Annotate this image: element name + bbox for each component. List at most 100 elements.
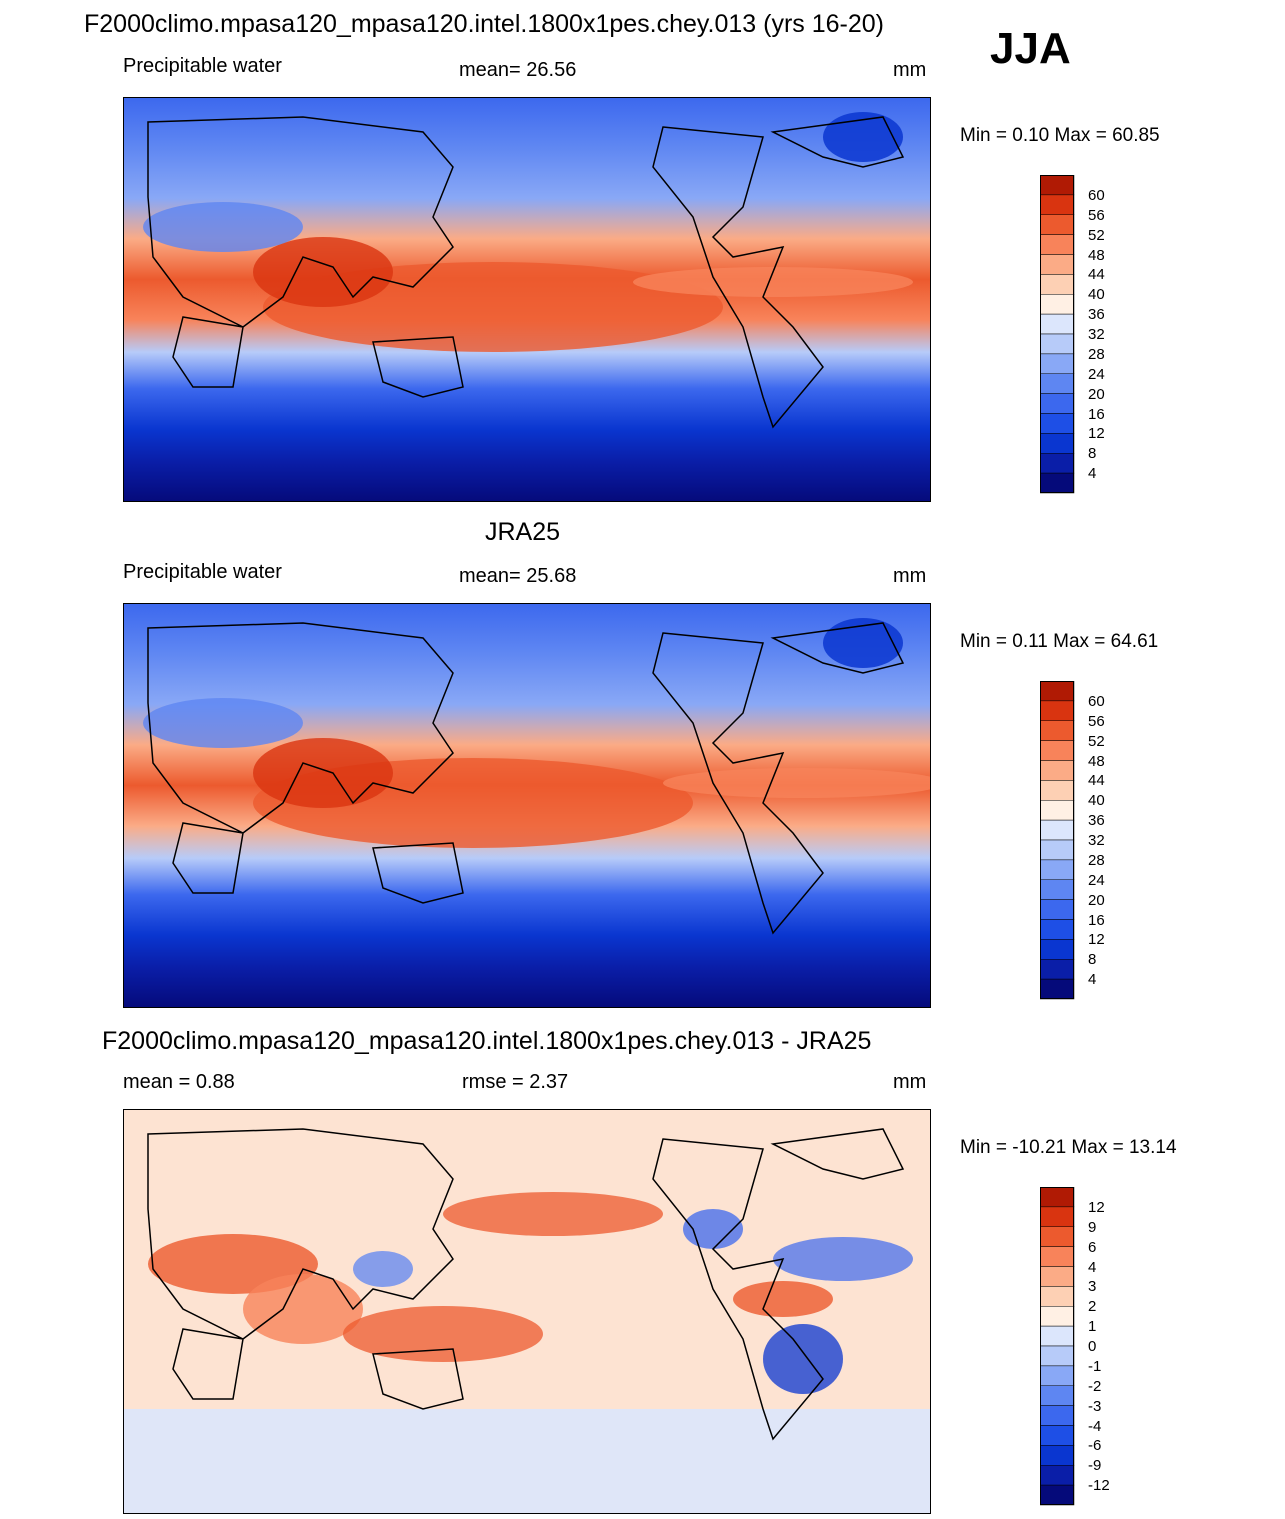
colorbar-tick-label: 40 (1088, 792, 1105, 810)
colorbar-tick-label: 9 (1088, 1218, 1097, 1236)
colorbar-tick-label: 16 (1088, 405, 1105, 423)
colorbar-box (1040, 1286, 1075, 1307)
panel-1-colorbar (1040, 175, 1075, 494)
colorbar-box (1040, 919, 1075, 940)
colorbar-box (1040, 1206, 1075, 1227)
colorbar-box (1040, 433, 1075, 454)
colorbar-tick-label: 8 (1088, 951, 1097, 969)
panel-2-title: JRA25 (485, 518, 561, 546)
colorbar-box (1040, 1385, 1075, 1406)
colorbar-box (1040, 1226, 1075, 1247)
panel-1-units: mm (893, 59, 927, 81)
colorbar-tick-label: 44 (1088, 772, 1105, 790)
colorbar-box (1040, 681, 1075, 702)
colorbar-tick-label: 20 (1088, 891, 1105, 909)
colorbar-box (1040, 1345, 1075, 1367)
panel-2-variable: Precipitable water (123, 561, 282, 583)
panel-3-colorbar-labels: -12 -9 -6 -4 -3 -2 -1 0 1 2 3 4 6 9 12 (1086, 1187, 1146, 1507)
colorbar-box (1040, 1187, 1075, 1208)
colorbar-tick-label: 60 (1088, 186, 1105, 204)
panel-3-nw-pacific-warm (443, 1192, 663, 1236)
colorbar-tick-label: 12 (1088, 425, 1105, 443)
panel-1-title: F2000climo.mpasa120_mpasa120.intel.1800x… (84, 10, 885, 38)
panel-2-mean: mean= 25.68 (459, 565, 577, 587)
colorbar-box (1040, 1484, 1075, 1506)
panel-3-atlantic-dry (773, 1237, 913, 1281)
colorbar-tick-label: 2 (1088, 1298, 1097, 1316)
panel-3-south-china-dry (353, 1251, 413, 1287)
panel-2-colorbar (1040, 681, 1075, 1000)
colorbar-tick-label: 48 (1088, 246, 1105, 264)
colorbar-box (1040, 353, 1075, 374)
colorbar-tick-label: -9 (1088, 1457, 1102, 1475)
colorbar-tick-label: 28 (1088, 851, 1105, 869)
colorbar-tick-label: 40 (1088, 286, 1105, 304)
colorbar-box (1040, 333, 1075, 355)
colorbar-box (1040, 472, 1075, 494)
colorbar-tick-label: -1 (1088, 1357, 1102, 1375)
colorbar-box (1040, 453, 1075, 474)
colorbar-tick-label: 6 (1088, 1238, 1097, 1256)
colorbar-box (1040, 780, 1075, 801)
panel-2-indian-monsoon (253, 738, 393, 808)
colorbar-tick-label: 60 (1088, 692, 1105, 710)
panel-3-rmse: rmse = 2.37 (462, 1071, 569, 1093)
colorbar-box (1040, 800, 1075, 821)
panel-2-greenland-dry (823, 618, 903, 668)
colorbar-box (1040, 859, 1075, 880)
colorbar-box (1040, 939, 1075, 960)
colorbar-box (1040, 1405, 1075, 1426)
colorbar-tick-label: 36 (1088, 306, 1105, 324)
panel-3-units: mm (893, 1071, 927, 1093)
colorbar-tick-label: 44 (1088, 266, 1105, 284)
colorbar-tick-label: 52 (1088, 226, 1105, 244)
colorbar-tick-label: 28 (1088, 345, 1105, 363)
panel-1-coastlines (147, 116, 905, 429)
colorbar-box (1040, 819, 1075, 841)
colorbar-tick-label: 4 (1088, 465, 1097, 483)
colorbar-tick-label: 8 (1088, 445, 1097, 463)
colorbar-box (1040, 1445, 1075, 1466)
colorbar-tick-label: 20 (1088, 385, 1105, 403)
colorbar-tick-label: 1 (1088, 1318, 1097, 1336)
colorbar-box (1040, 959, 1075, 980)
panel-1-itcz-east (633, 267, 913, 297)
colorbar-tick-label: 24 (1088, 365, 1105, 383)
colorbar-tick-label: 24 (1088, 871, 1105, 889)
panel-3-indonesia-warm (343, 1306, 543, 1362)
panel-1-greenland-dry (823, 112, 903, 162)
colorbar-box (1040, 254, 1075, 275)
panel-3-south-america-dry (763, 1324, 843, 1394)
colorbar-box (1040, 899, 1075, 920)
panel-1-variable: Precipitable water (123, 55, 282, 77)
panel-2-coastlines (147, 622, 905, 935)
colorbar-box (1040, 294, 1075, 315)
panel-2-sahara-dry (143, 698, 303, 748)
colorbar-box (1040, 214, 1075, 235)
colorbar-tick-label: 4 (1088, 1258, 1097, 1276)
colorbar-tick-label: 0 (1088, 1338, 1097, 1355)
panel-1-colorbar-labels: 4 8 12 16 20 24 28 32 36 40 44 48 52 56 60 (1086, 175, 1146, 495)
colorbar-box (1040, 1266, 1075, 1287)
panel-3-africa-warm (243, 1274, 363, 1344)
colorbar-box (1040, 720, 1075, 741)
colorbar-tick-label: 48 (1088, 752, 1105, 770)
panel-1-sahara-dry (143, 202, 303, 252)
colorbar-box (1040, 1465, 1075, 1486)
colorbar-tick-label: 32 (1088, 326, 1105, 343)
colorbar-box (1040, 175, 1075, 196)
colorbar-box (1040, 1306, 1075, 1327)
colorbar-tick-label: 12 (1088, 1198, 1105, 1216)
colorbar-box (1040, 194, 1075, 215)
panel-2-map (123, 603, 931, 1008)
colorbar-tick-label: 4 (1088, 971, 1097, 989)
colorbar-box (1040, 978, 1075, 1000)
colorbar-tick-label: 56 (1088, 712, 1105, 730)
panel-1-indian-monsoon (253, 237, 393, 307)
panel-3-amazon-warm (733, 1281, 833, 1317)
colorbar-box (1040, 839, 1075, 861)
colorbar-box (1040, 1365, 1075, 1386)
colorbar-box (1040, 760, 1075, 781)
colorbar-box (1040, 879, 1075, 900)
colorbar-box (1040, 313, 1075, 335)
